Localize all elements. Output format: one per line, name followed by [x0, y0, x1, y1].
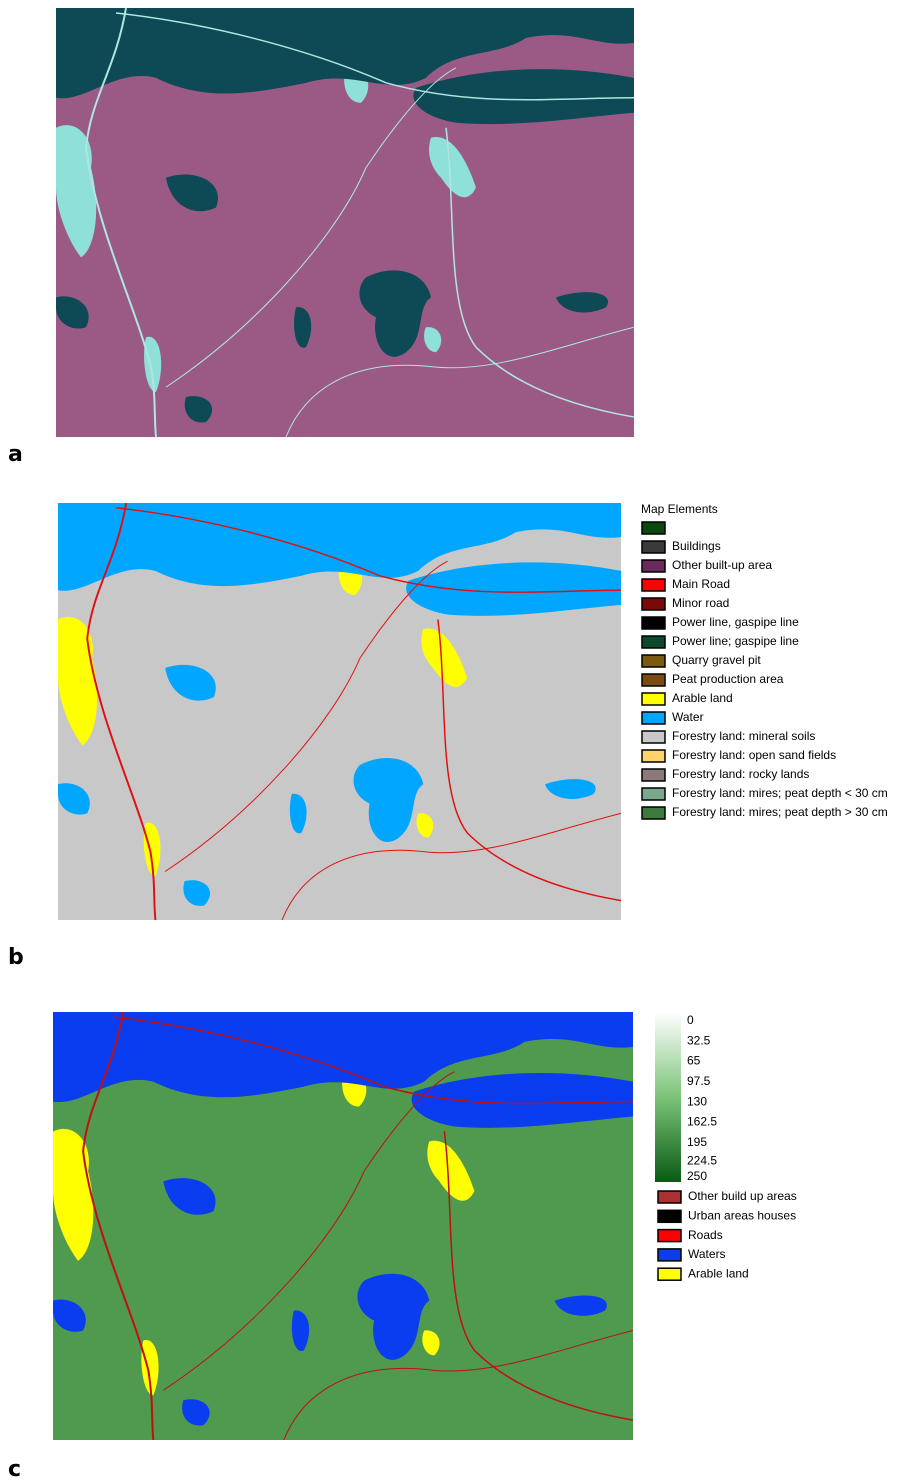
legend: Other build up areas Urban areas houses Ro…: [658, 1189, 797, 1280]
legend-swatch: [642, 560, 665, 572]
legend-label: Forestry land: open sand fields: [672, 748, 836, 762]
legend-label: Waters: [688, 1247, 726, 1261]
legend: Buildings Other built-up area Main Road Min…: [642, 522, 888, 819]
legend-swatch: [642, 750, 665, 762]
legend-swatch: [642, 541, 665, 553]
legend-label: Forestry land: mires; peat depth < 30 cm: [672, 786, 888, 800]
colorbar-tick-label: 195: [687, 1135, 707, 1149]
legend-label: Peat production area: [672, 672, 784, 686]
colorbar-tick-label: 32.5: [687, 1033, 711, 1047]
legend-swatch: [658, 1210, 681, 1222]
legend-swatch: [642, 674, 665, 686]
panel-label: b: [8, 945, 24, 970]
legend-swatch: [658, 1268, 681, 1280]
legend-swatch: [642, 522, 665, 534]
legend-label: Forestry land: mineral soils: [672, 729, 815, 743]
legend-label: Forestry land: mires; peat depth > 30 cm: [672, 805, 888, 819]
legend-label: Power line, gaspipe line: [672, 615, 799, 629]
page: {"panel_a": {"label": "a"}, "panel_b": {…: [0, 0, 912, 1479]
legend-label: Buildings: [672, 539, 721, 553]
legend-label: Urban areas houses: [688, 1208, 796, 1222]
panel-label: c: [8, 1457, 21, 1479]
legend-swatch: [658, 1191, 681, 1203]
legend-label: Main Road: [672, 577, 730, 591]
panel-label: a: [8, 442, 23, 467]
legend-swatch: [642, 693, 665, 705]
colorbar-tick-label: 162.5: [687, 1115, 717, 1129]
colorbar-tick-label: 97.5: [687, 1074, 711, 1088]
colorbar-ticks: 0 32.5 65 97.5 130 162.5 195 224.5 250: [687, 1013, 717, 1183]
colorbar-tick-label: 250: [687, 1169, 707, 1183]
figure: a Map Elements Buildings Other built-up a…: [0, 0, 912, 1479]
legend-label: Roads: [688, 1228, 723, 1242]
legend-title: Map Elements: [641, 502, 718, 516]
legend-swatch: [658, 1249, 681, 1261]
legend-label: Quarry gravel pit: [672, 653, 761, 667]
legend-swatch: [642, 712, 665, 724]
colorbar-tick-label: 0: [687, 1013, 694, 1027]
legend-label: Other built-up area: [672, 558, 772, 572]
legend-swatch: [642, 807, 665, 819]
colorbar: [655, 1012, 681, 1182]
legend-swatch: [642, 731, 665, 743]
legend-swatch: [642, 769, 665, 781]
legend-label: Arable land: [672, 691, 733, 705]
legend-swatch: [642, 655, 665, 667]
colorbar-tick-label: 224.5: [687, 1153, 717, 1167]
legend-swatch: [658, 1230, 681, 1242]
legend-swatch: [642, 579, 665, 591]
colorbar-tick-label: 65: [687, 1054, 701, 1068]
legend-label: Power line; gaspipe line: [672, 634, 799, 648]
legend-label: Minor road: [672, 596, 729, 610]
legend-label: Forestry land: rocky lands: [672, 767, 809, 781]
colorbar-tick-label: 130: [687, 1094, 707, 1108]
legend-label: Other build up areas: [688, 1189, 797, 1203]
legend-label: Water: [672, 710, 704, 724]
legend-label: Arable land: [688, 1266, 749, 1280]
legend-swatch: [642, 617, 665, 629]
legend-swatch: [642, 788, 665, 800]
legend-swatch: [642, 598, 665, 610]
legend-swatch: [642, 636, 665, 648]
